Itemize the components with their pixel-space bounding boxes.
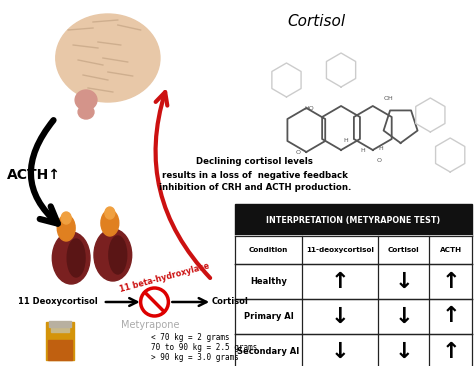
Bar bbox=[49, 321, 71, 327]
Bar bbox=[48, 340, 72, 360]
Text: > 90 kg = 3.0 grams: > 90 kg = 3.0 grams bbox=[151, 354, 238, 362]
Ellipse shape bbox=[75, 90, 97, 110]
Text: ↓: ↓ bbox=[331, 341, 349, 362]
Text: Cortisol: Cortisol bbox=[287, 15, 345, 30]
Text: inhibition of CRH and ACTH production.: inhibition of CRH and ACTH production. bbox=[158, 183, 351, 193]
Ellipse shape bbox=[105, 207, 115, 219]
Text: 70 to 90 kg = 2.5 grams: 70 to 90 kg = 2.5 grams bbox=[151, 344, 257, 352]
Ellipse shape bbox=[61, 212, 71, 224]
Ellipse shape bbox=[94, 229, 132, 281]
Bar bbox=[235, 264, 472, 299]
Text: ↓: ↓ bbox=[394, 272, 413, 291]
Text: 11 beta-hydroxylase: 11 beta-hydroxylase bbox=[118, 262, 210, 294]
Text: Healthy: Healthy bbox=[250, 277, 287, 286]
Text: OH: OH bbox=[384, 96, 393, 101]
Ellipse shape bbox=[109, 236, 127, 274]
Text: results in a loss of  negative feedback: results in a loss of negative feedback bbox=[162, 171, 348, 179]
Text: Declining cortisol levels: Declining cortisol levels bbox=[196, 157, 313, 167]
Bar bbox=[51, 322, 69, 332]
FancyArrowPatch shape bbox=[155, 92, 210, 278]
Text: Cortisol: Cortisol bbox=[388, 247, 419, 253]
Ellipse shape bbox=[56, 14, 160, 102]
Text: < 70 kg = 2 grams: < 70 kg = 2 grams bbox=[151, 333, 229, 343]
Text: ↑: ↑ bbox=[441, 341, 460, 362]
Bar bbox=[235, 334, 472, 366]
Ellipse shape bbox=[52, 232, 90, 284]
Text: Cortisol: Cortisol bbox=[211, 298, 248, 306]
Bar bbox=[235, 236, 472, 264]
Text: H: H bbox=[361, 147, 365, 153]
FancyArrowPatch shape bbox=[31, 120, 58, 224]
Ellipse shape bbox=[78, 105, 94, 119]
Text: ↑: ↑ bbox=[441, 306, 460, 326]
Text: Metyrapone: Metyrapone bbox=[121, 320, 180, 330]
Text: INTERPRETATION (METYRAPONE TEST): INTERPRETATION (METYRAPONE TEST) bbox=[266, 216, 440, 224]
Text: ↑: ↑ bbox=[441, 272, 460, 291]
Text: H: H bbox=[344, 138, 348, 142]
Text: ↑: ↑ bbox=[331, 272, 349, 291]
Text: H: H bbox=[378, 146, 383, 150]
Text: ACTH: ACTH bbox=[439, 247, 462, 253]
Bar bbox=[235, 299, 472, 334]
Bar bbox=[235, 204, 472, 236]
Text: Secondary AI: Secondary AI bbox=[237, 347, 300, 356]
Ellipse shape bbox=[67, 239, 85, 277]
Text: ↓: ↓ bbox=[331, 306, 349, 326]
Text: Condition: Condition bbox=[249, 247, 288, 253]
Ellipse shape bbox=[57, 215, 75, 241]
Text: O: O bbox=[296, 149, 301, 154]
Text: ACTH↑: ACTH↑ bbox=[7, 168, 60, 182]
Text: ↓: ↓ bbox=[394, 306, 413, 326]
Ellipse shape bbox=[101, 210, 119, 236]
Circle shape bbox=[141, 288, 168, 316]
Text: 11 Deoxycortisol: 11 Deoxycortisol bbox=[18, 298, 98, 306]
Bar bbox=[46, 322, 74, 360]
Text: HO: HO bbox=[304, 105, 314, 111]
Text: Primary AI: Primary AI bbox=[244, 312, 293, 321]
Text: ↓: ↓ bbox=[394, 341, 413, 362]
Text: O: O bbox=[376, 157, 381, 163]
Text: 11-deoxycortisol: 11-deoxycortisol bbox=[306, 247, 374, 253]
